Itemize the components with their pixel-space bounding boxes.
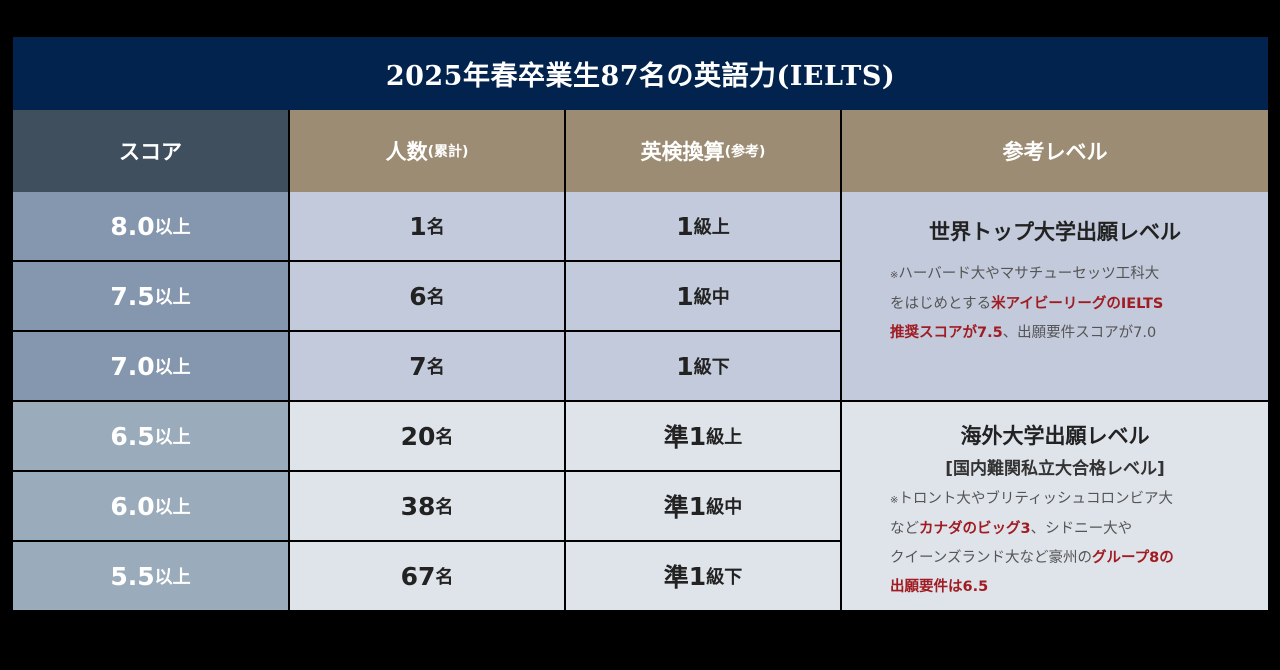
header-score: スコア xyxy=(13,110,288,192)
eiken-cell: 1 級上 xyxy=(566,192,840,260)
count-suffix: 名 xyxy=(435,427,454,448)
header-level: 参考レベル xyxy=(842,110,1268,192)
header-score-label: スコア xyxy=(119,140,182,164)
eiken-value: 1 xyxy=(688,421,707,451)
eiken-value: 1 xyxy=(688,491,707,521)
eiken-cell: 1 級中 xyxy=(566,262,840,330)
header-eiken: 英検換算 (参考) xyxy=(566,110,840,192)
count-cell: 38 名 xyxy=(290,472,564,540)
score-cell: 6.5 以上 xyxy=(13,402,288,470)
score-value: 7.5 xyxy=(110,281,155,311)
table-title: 2025年春卒業生87名の英語力(IELTS) xyxy=(13,37,1268,110)
eiken-suffix: 級上 xyxy=(693,217,730,238)
description-text: トロント大やブリティッシュコロンビア大 xyxy=(898,491,1174,507)
highlight-text: 米アイビーリーグのIELTS xyxy=(991,296,1164,312)
eiken-value: 1 xyxy=(676,211,694,241)
level-heading: 海外大学出願レベル xyxy=(960,424,1150,448)
count-suffix: 名 xyxy=(435,567,454,588)
description-text: をはじめとする xyxy=(890,296,992,312)
description-text: ※ xyxy=(890,270,899,281)
level-note-top-universities: 世界トップ大学出願レベル ※ハーバード大やマサチューセッツ工科大 をはじめとする米… xyxy=(842,192,1268,400)
highlight-text: 出願要件は6.5 xyxy=(890,579,989,595)
count-value: 67 xyxy=(400,561,436,591)
score-cell: 7.5 以上 xyxy=(13,262,288,330)
description-text: クイーンズランド大など豪州の xyxy=(890,550,1092,566)
description-line: をはじめとする米アイビーリーグのIELTS xyxy=(890,290,1248,319)
eiken-cell: 準 1 級下 xyxy=(566,542,840,610)
ielts-results-table: 2025年春卒業生87名の英語力(IELTS) スコア 人数 (累計) 英検換算(… xyxy=(13,37,1268,610)
eiken-cell: 準 1 級中 xyxy=(566,472,840,540)
count-suffix: 名 xyxy=(435,497,454,518)
description-line: などカナダのビッグ3、シドニー大や xyxy=(890,515,1248,544)
level-subheading: [国内難関私立大合格レベル] xyxy=(945,459,1165,479)
score-value: 5.5 xyxy=(110,561,155,591)
highlight-text: 推奨スコアが7.5 xyxy=(890,325,1003,341)
eiken-value: 1 xyxy=(676,351,694,381)
score-cell: 6.0 以上 xyxy=(13,472,288,540)
count-suffix: 名 xyxy=(426,217,445,238)
header-eiken-label: 英検換算 xyxy=(640,140,725,164)
score-suffix: 以上 xyxy=(154,567,191,588)
eiken-suffix: 級上 xyxy=(706,427,743,448)
level-note-overseas-universities: 海外大学出願レベル [国内難関私立大合格レベル] ※トロント大やブリティッシュコ… xyxy=(842,402,1268,610)
level-description: ※ハーバード大やマサチューセッツ工科大 をはじめとする米アイビーリーグのIELTS… xyxy=(842,260,1268,348)
count-value: 38 xyxy=(400,491,436,521)
description-line: 推奨スコアが7.5、出願要件スコアが7.0 xyxy=(890,319,1248,348)
eiken-value: 1 xyxy=(688,561,707,591)
description-text: ハーバード大やマサチューセッツ工科大 xyxy=(898,266,1160,282)
header-level-label: 参考レベル xyxy=(1002,140,1108,164)
count-value: 20 xyxy=(400,421,436,451)
score-value: 6.0 xyxy=(110,491,155,521)
eiken-suffix: 級下 xyxy=(706,567,743,588)
description-line: 出願要件は6.5 xyxy=(890,573,1248,602)
header-count-note: (累計) xyxy=(427,144,469,160)
score-value: 8.0 xyxy=(110,211,155,241)
highlight-text: カナダのビッグ3 xyxy=(919,521,1031,537)
level-heading: 世界トップ大学出願レベル xyxy=(929,220,1181,244)
level-description: ※トロント大やブリティッシュコロンビア大 などカナダのビッグ3、シドニー大や クイー… xyxy=(842,485,1268,602)
score-suffix: 以上 xyxy=(154,287,191,308)
eiken-value: 1 xyxy=(676,281,694,311)
score-value: 7.0 xyxy=(110,351,155,381)
count-value: 1 xyxy=(409,211,427,241)
eiken-prefix: 準 xyxy=(663,493,689,522)
description-text: など xyxy=(890,521,919,537)
score-cell: 5.5 以上 xyxy=(13,542,288,610)
eiken-prefix: 準 xyxy=(663,563,689,592)
score-cell: 8.0 以上 xyxy=(13,192,288,260)
count-cell: 67 名 xyxy=(290,542,564,610)
description-text: 、出願要件スコアが7.0 xyxy=(1002,325,1157,341)
count-value: 7 xyxy=(409,351,427,381)
header-count: 人数 (累計) xyxy=(290,110,564,192)
eiken-suffix: 級中 xyxy=(693,287,730,308)
eiken-cell: 準 1 級上 xyxy=(566,402,840,470)
score-value: 6.5 xyxy=(110,421,155,451)
header-eiken-note: (参考) xyxy=(724,144,766,160)
description-text: ※ xyxy=(890,495,899,506)
score-suffix: 以上 xyxy=(154,357,191,378)
eiken-suffix: 級下 xyxy=(693,357,730,378)
count-suffix: 名 xyxy=(426,287,445,308)
eiken-suffix: 級中 xyxy=(706,497,743,518)
eiken-prefix: 準 xyxy=(663,423,689,452)
count-suffix: 名 xyxy=(426,357,445,378)
count-value: 6 xyxy=(409,281,427,311)
highlight-text: グループ8の xyxy=(1091,550,1174,566)
description-text: 、シドニー大や xyxy=(1030,521,1133,537)
score-cell: 7.0 以上 xyxy=(13,332,288,400)
score-suffix: 以上 xyxy=(154,497,191,518)
header-count-label: 人数 xyxy=(385,140,428,164)
description-line: ※トロント大やブリティッシュコロンビア大 xyxy=(890,485,1248,515)
description-line: クイーンズランド大など豪州のグループ8の xyxy=(890,544,1248,573)
count-cell: 20 名 xyxy=(290,402,564,470)
score-suffix: 以上 xyxy=(154,427,191,448)
eiken-cell: 1 級下 xyxy=(566,332,840,400)
description-line: ※ハーバード大やマサチューセッツ工科大 xyxy=(890,260,1248,290)
score-suffix: 以上 xyxy=(154,217,191,238)
